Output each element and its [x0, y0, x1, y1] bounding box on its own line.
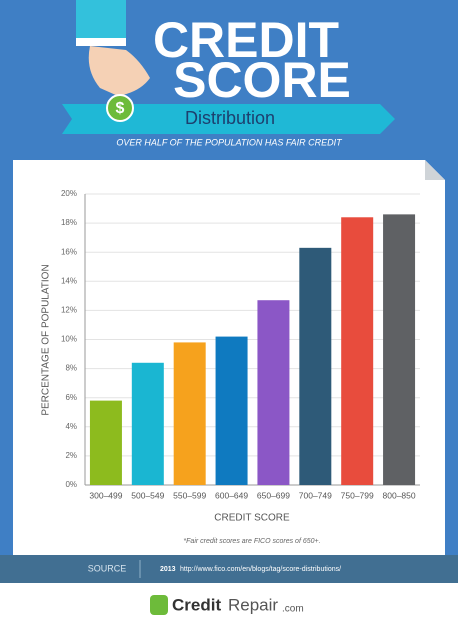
- coin-symbol: $: [116, 100, 125, 117]
- sleeve: [76, 0, 126, 42]
- y-tick-label: 4%: [65, 422, 77, 431]
- y-tick-label: 0%: [65, 480, 77, 489]
- logo-second: Repair: [228, 595, 278, 614]
- bar: [341, 217, 374, 485]
- x-tick-label: 550–599: [173, 490, 206, 500]
- bar: [215, 336, 248, 485]
- x-tick-label: 300–499: [89, 490, 122, 500]
- footnote: *Fair credit scores are FICO scores of 6…: [183, 538, 320, 545]
- bar: [131, 362, 164, 485]
- cuff: [76, 38, 126, 46]
- y-tick-label: 10%: [61, 335, 77, 344]
- plot: 0% 2% 4% 6% 8% 10% 12% 14% 16% 18% 20% 300–499 500–5…: [61, 189, 420, 500]
- ribbon-text: Distribution: [185, 108, 275, 128]
- x-tick-label: 700–749: [299, 490, 332, 500]
- bar: [257, 300, 290, 485]
- hand: [88, 46, 150, 96]
- x-tick-label: 600–649: [215, 490, 248, 500]
- bar: [299, 247, 332, 485]
- bar: [173, 342, 206, 485]
- x-axis-label: CREDIT SCORE: [214, 513, 290, 524]
- y-tick-label: 12%: [61, 306, 77, 315]
- title-line2: SCORE: [173, 52, 351, 108]
- x-tick-label: 650–699: [257, 490, 290, 500]
- source-label: SOURCE: [88, 563, 127, 573]
- x-tick-label: 750–799: [341, 490, 374, 500]
- y-tick-label: 2%: [65, 451, 77, 460]
- y-tick-label: 6%: [65, 393, 77, 402]
- y-tick-label: 18%: [61, 218, 77, 227]
- ribbon: [62, 104, 395, 134]
- logo-main: Credit: [172, 595, 221, 614]
- logo-icon: [150, 595, 168, 615]
- y-axis-label: PERCENTAGE OF POPULATION: [41, 264, 52, 415]
- x-tick-label: 500–549: [131, 490, 164, 500]
- y-tick-label: 14%: [61, 276, 77, 285]
- source-bar: [0, 555, 458, 583]
- y-tick-label: 20%: [61, 189, 77, 198]
- logo-suffix: .com: [282, 604, 304, 615]
- source-url: http://www.fico.com/en/blogs/tag/score-d…: [180, 566, 341, 573]
- bar: [383, 214, 416, 485]
- source-year: 2013: [160, 566, 176, 573]
- subtitle: OVER HALF OF THE POPULATION HAS FAIR CRE…: [116, 137, 343, 147]
- bar: [89, 400, 122, 485]
- x-tick-label: 800–850: [383, 490, 416, 500]
- paper-fold: [425, 160, 445, 180]
- y-tick-label: 8%: [65, 364, 77, 373]
- title-line1: CREDIT: [153, 12, 339, 68]
- coin: [106, 94, 134, 122]
- footer: [0, 583, 458, 633]
- y-tick-label: 16%: [61, 247, 77, 256]
